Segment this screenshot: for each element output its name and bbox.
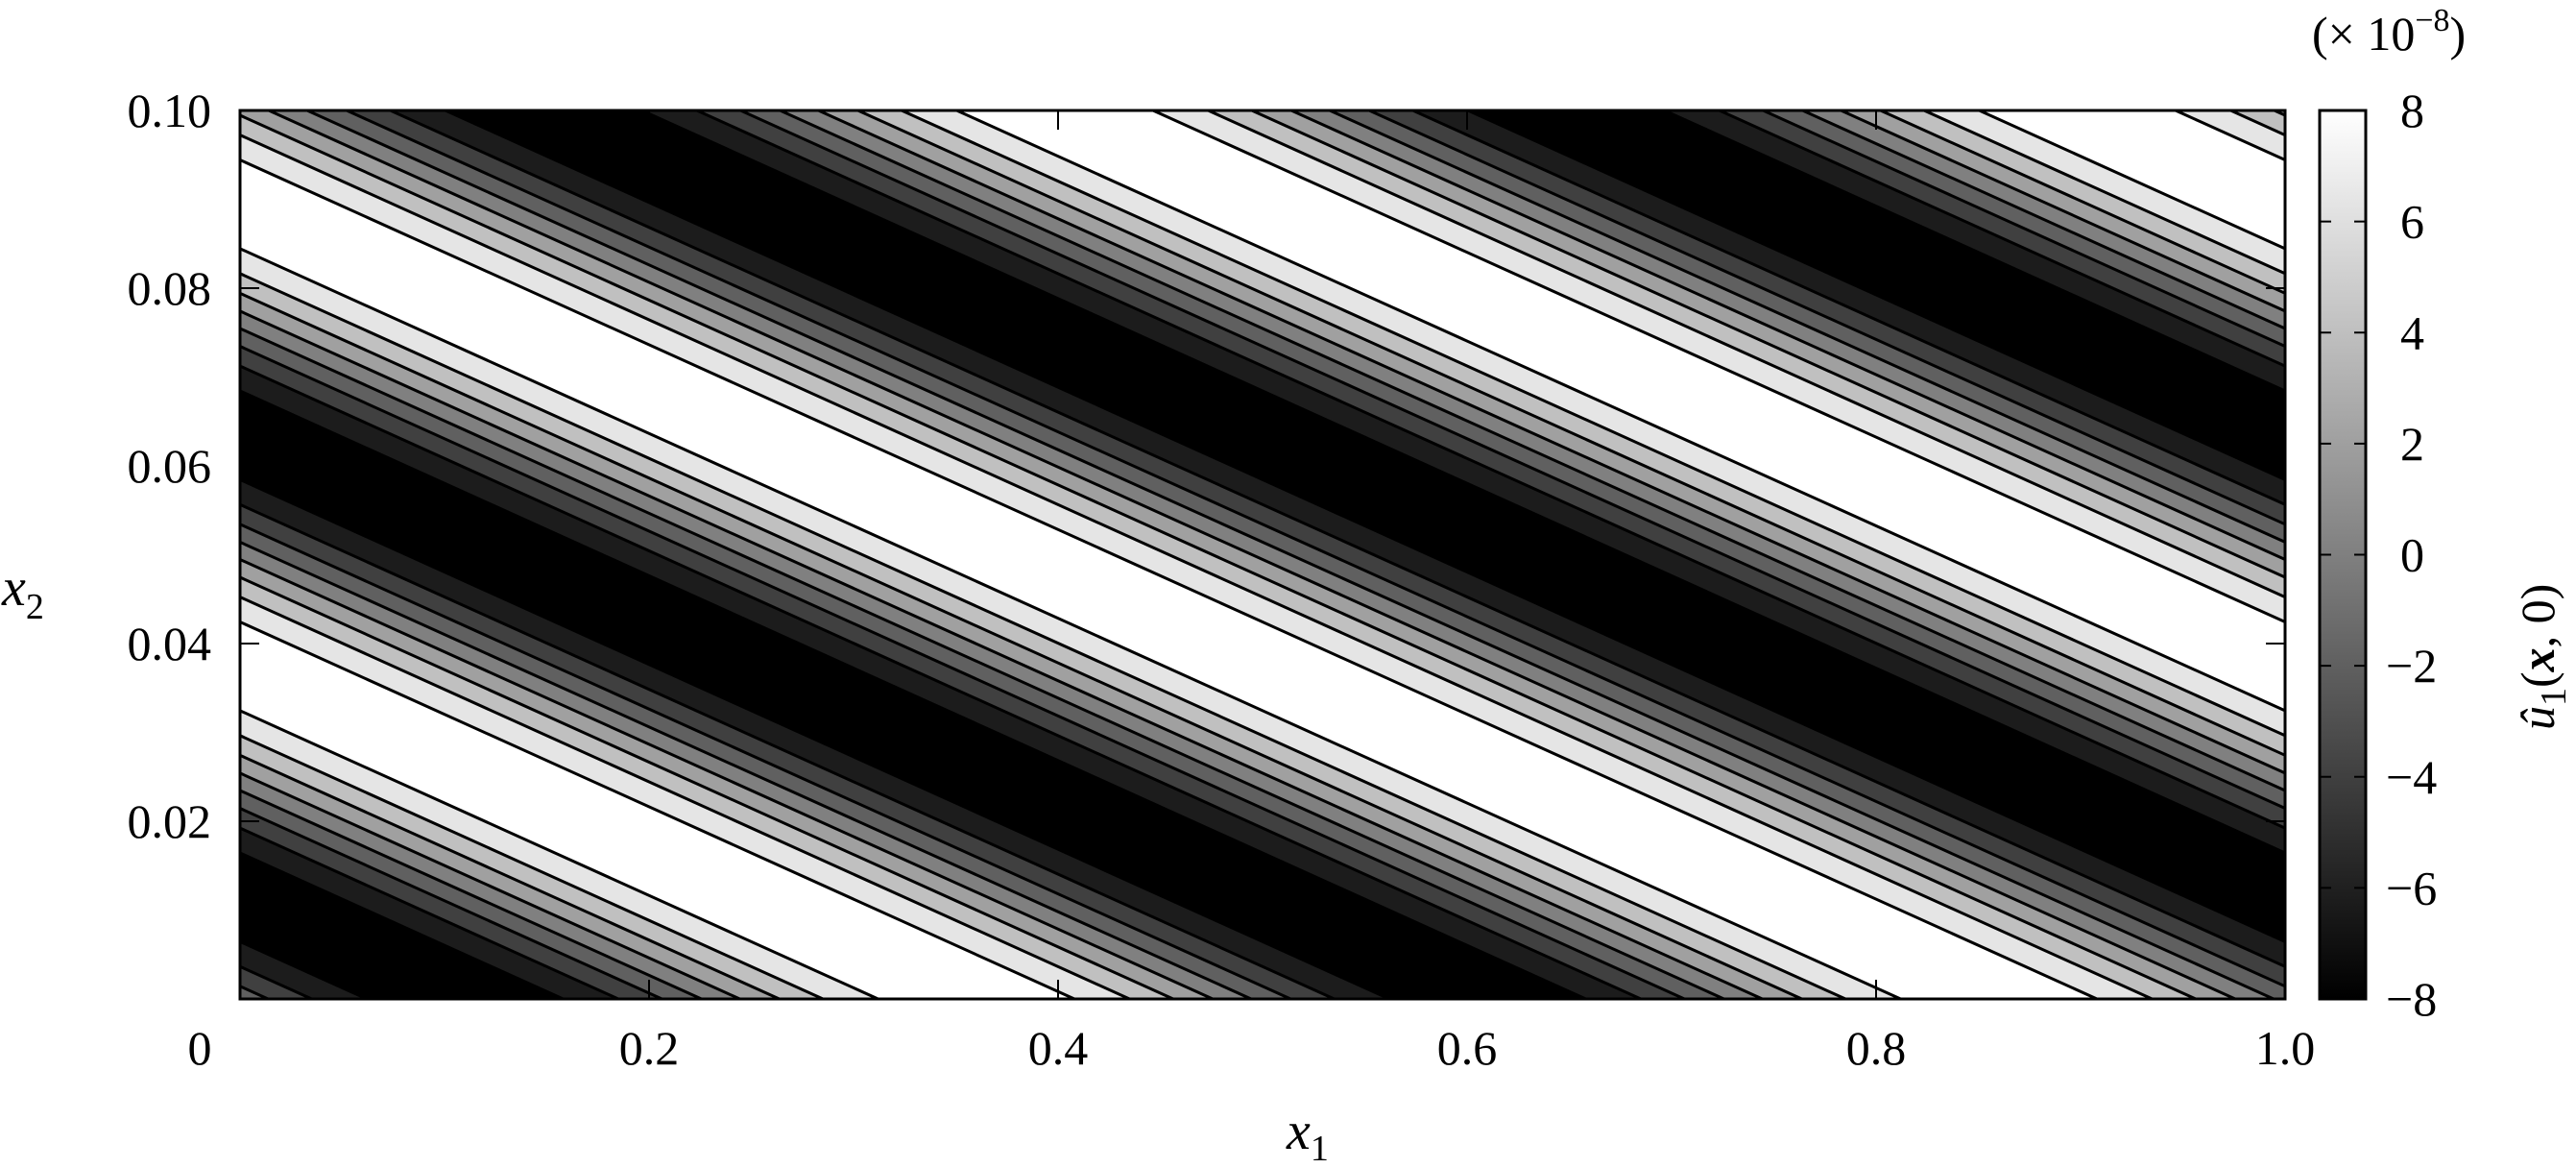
contour-line bbox=[239, 502, 1336, 1001]
contour-lines bbox=[239, 109, 2286, 1001]
contour-line bbox=[239, 734, 824, 1001]
colorbar-tick-label: 8 bbox=[2400, 84, 2424, 137]
contour-line bbox=[239, 596, 1131, 1001]
y-axis-label: x2 bbox=[1, 558, 44, 627]
contour-band bbox=[269, 110, 2274, 999]
contour-line bbox=[239, 327, 1725, 1001]
y-tick-label: 0.10 bbox=[128, 84, 212, 137]
colorbar-tick-label: 0 bbox=[2400, 528, 2424, 582]
colorbar-tick-label: 2 bbox=[2400, 417, 2424, 471]
contour-line bbox=[817, 109, 2286, 775]
x-tick-label: 0 bbox=[188, 1021, 212, 1075]
x-tick-label: 0.2 bbox=[619, 1021, 680, 1075]
contour-line bbox=[739, 109, 2286, 810]
y-tick-label: 0.08 bbox=[128, 261, 212, 315]
contour-line bbox=[955, 109, 2286, 713]
colorbar-tick-label: −4 bbox=[2386, 750, 2437, 804]
x-tick-label: 0.8 bbox=[1846, 1021, 1907, 1075]
contour-line bbox=[239, 789, 703, 1001]
contour-line bbox=[389, 109, 2286, 968]
contour-line bbox=[1663, 109, 2286, 393]
contour-line bbox=[2175, 109, 2286, 161]
contour-line bbox=[239, 345, 1686, 1001]
contour-line bbox=[640, 109, 2286, 855]
contour-line bbox=[239, 985, 269, 1001]
x-axis-label: x1 bbox=[1286, 1102, 1329, 1168]
contour-line bbox=[239, 477, 1390, 1001]
contour-line bbox=[2229, 109, 2286, 136]
contour-line bbox=[239, 134, 2154, 1001]
contour-line bbox=[1368, 109, 2286, 526]
contour-line bbox=[239, 364, 1642, 1001]
y-tick-label: 0.02 bbox=[128, 794, 212, 848]
x-tick-labels: 0 0.2 0.4 0.6 0.8 1.0 bbox=[188, 1021, 2316, 1075]
contour-line bbox=[1840, 109, 2286, 313]
contour-band bbox=[240, 110, 2236, 999]
contour-line bbox=[239, 575, 1174, 1001]
plot-frame bbox=[238, 109, 2287, 1001]
contour-line bbox=[239, 620, 1075, 1001]
contour-line bbox=[239, 541, 1252, 1001]
contour-line bbox=[1719, 109, 2286, 368]
contour-line bbox=[239, 158, 2098, 1001]
contour-line bbox=[239, 709, 879, 1001]
contour-line bbox=[1923, 109, 2286, 276]
contour-line bbox=[1762, 109, 2286, 348]
contour-line bbox=[239, 272, 1846, 1001]
colorbar-tick-label: −6 bbox=[2386, 861, 2437, 914]
colorbar-label: û1(x, 0) bbox=[2511, 584, 2574, 730]
contour-line bbox=[239, 291, 1803, 1001]
contour-line bbox=[239, 753, 781, 1001]
contour-line bbox=[239, 851, 565, 1001]
contour-line bbox=[1251, 109, 2286, 579]
colorbar-ticks: 8 6 4 2 0 −2 −4 −6 −8 bbox=[2320, 84, 2437, 1026]
x-tick-label: 1.0 bbox=[2255, 1021, 2316, 1075]
contour-line bbox=[239, 523, 1291, 1001]
x-tick-label: 0.6 bbox=[1437, 1021, 1498, 1075]
colorbar-tick-label: 6 bbox=[2400, 195, 2424, 249]
contour-line bbox=[1879, 109, 2286, 295]
contour-line bbox=[696, 109, 2286, 830]
contour-line bbox=[239, 389, 1587, 1001]
colorbar-scale-label: (× 10−8) bbox=[2312, 3, 2466, 61]
contour-line bbox=[239, 558, 1214, 1001]
contour-line bbox=[1152, 109, 2286, 623]
colorbar-tick-label: −8 bbox=[2386, 972, 2437, 1026]
contour-line bbox=[779, 109, 2286, 792]
contour-line bbox=[1329, 109, 2286, 544]
contour-line bbox=[1978, 109, 2286, 251]
contour-line bbox=[1290, 109, 2286, 561]
colorbar-tick-label: 4 bbox=[2400, 305, 2424, 359]
contour-line bbox=[239, 807, 663, 1001]
contour-line bbox=[239, 113, 2197, 1001]
contour-line bbox=[901, 109, 2286, 738]
contour-line bbox=[856, 109, 2286, 757]
contour-line bbox=[239, 309, 1764, 1001]
contour-line bbox=[1467, 109, 2286, 481]
colorbar-tick-label: −2 bbox=[2386, 639, 2437, 693]
contour-line bbox=[268, 109, 2236, 1001]
contour-line bbox=[239, 771, 741, 1001]
contour-line bbox=[239, 939, 368, 1001]
contour-line bbox=[445, 109, 2286, 943]
y-tick-label: 0.04 bbox=[128, 617, 212, 670]
contour-line bbox=[1207, 109, 2286, 598]
contour-line bbox=[239, 247, 1902, 1001]
contour-line bbox=[346, 109, 2286, 988]
contour-line bbox=[306, 109, 2275, 1001]
y-tick-labels: 0.02 0.04 0.06 0.08 0.10 bbox=[128, 84, 212, 848]
y-tick-label: 0.06 bbox=[128, 439, 212, 493]
contour-line bbox=[1411, 109, 2286, 506]
contour-line bbox=[239, 826, 619, 1001]
contour-line bbox=[1801, 109, 2286, 330]
x-tick-label: 0.4 bbox=[1028, 1021, 1089, 1075]
contour-line bbox=[239, 964, 313, 1001]
